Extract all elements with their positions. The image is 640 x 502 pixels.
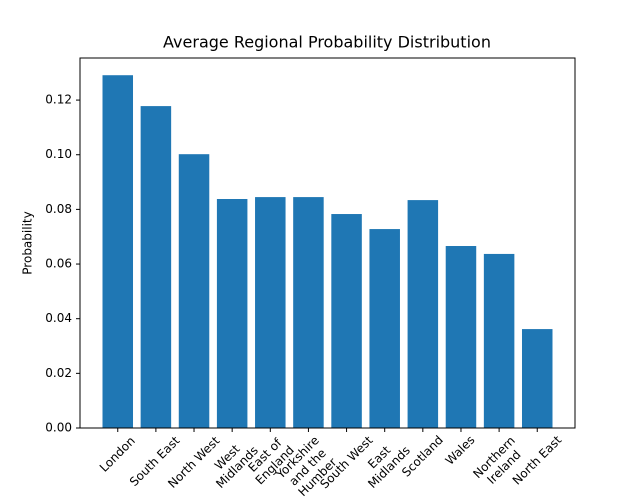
bar [178, 154, 210, 428]
bar [369, 229, 400, 428]
bar [102, 75, 134, 428]
bar [483, 253, 515, 428]
bar [521, 329, 553, 428]
page: Average Regional Probability Distributio… [20, 32, 576, 499]
y-tick-label: 0.02 [45, 366, 72, 380]
bar [445, 246, 477, 428]
bar [140, 106, 172, 428]
y-tick-label: 0.06 [45, 257, 72, 271]
y-tick-label: 0.00 [45, 421, 72, 435]
chart-title: Average Regional Probability Distributio… [163, 33, 491, 52]
bar [255, 197, 286, 428]
bar [331, 214, 362, 428]
y-tick-label: 0.12 [45, 93, 72, 107]
y-axis-label: Probability [21, 211, 35, 274]
y-tick-label: 0.08 [45, 202, 72, 216]
chart: Average Regional Probability Distributio… [21, 33, 576, 435]
bar [216, 199, 248, 428]
y-tick-label: 0.10 [45, 147, 72, 161]
axes-frame [79, 57, 576, 429]
bar [407, 200, 439, 428]
bar [293, 197, 324, 428]
y-tick-label: 0.04 [45, 311, 72, 325]
